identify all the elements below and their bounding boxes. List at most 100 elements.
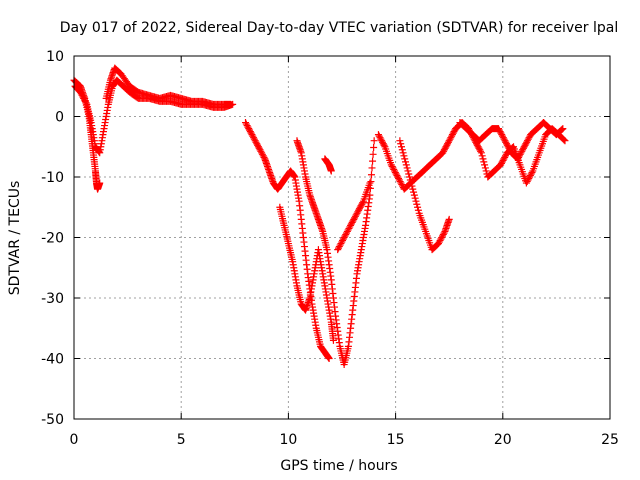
data-point bbox=[526, 171, 534, 179]
data-point bbox=[440, 147, 448, 155]
data-point bbox=[351, 212, 359, 220]
data-point bbox=[242, 120, 250, 128]
data-point bbox=[350, 215, 358, 223]
data-point bbox=[359, 199, 367, 207]
data-point bbox=[396, 137, 404, 145]
data-point bbox=[481, 164, 489, 172]
series-arc-B bbox=[71, 76, 237, 157]
data-point bbox=[526, 173, 534, 181]
data-point bbox=[355, 205, 363, 213]
data-point bbox=[527, 170, 535, 178]
data-point bbox=[519, 144, 527, 152]
data-point bbox=[368, 164, 376, 172]
data-point bbox=[391, 167, 399, 175]
series-arc-J bbox=[396, 137, 453, 254]
data-point bbox=[477, 147, 485, 155]
data-point bbox=[358, 200, 366, 208]
series-arc-H bbox=[321, 155, 335, 175]
data-point bbox=[514, 155, 522, 163]
data-point bbox=[399, 149, 407, 157]
data-point bbox=[477, 149, 485, 157]
data-point bbox=[340, 234, 348, 241]
tick-marks bbox=[73, 55, 611, 420]
data-point bbox=[495, 125, 503, 133]
data-point bbox=[251, 137, 259, 145]
data-point bbox=[397, 179, 405, 187]
data-point bbox=[505, 144, 513, 152]
data-point bbox=[522, 179, 530, 187]
data-point bbox=[397, 143, 405, 151]
data-point bbox=[503, 141, 511, 149]
data-point bbox=[497, 159, 505, 167]
data-point bbox=[436, 237, 444, 245]
data-point bbox=[242, 119, 250, 127]
data-point bbox=[522, 140, 530, 148]
data-point bbox=[334, 246, 342, 254]
data-point bbox=[254, 143, 262, 151]
data-point bbox=[80, 96, 88, 104]
data-point bbox=[353, 209, 361, 217]
data-point bbox=[352, 211, 360, 219]
data-point bbox=[434, 240, 442, 248]
data-point bbox=[560, 136, 568, 144]
x-tick-label: 10 bbox=[279, 432, 297, 448]
data-point bbox=[259, 152, 267, 160]
data-point bbox=[444, 138, 452, 146]
x-tick-label: 20 bbox=[494, 432, 512, 448]
data-point bbox=[400, 152, 408, 160]
data-point bbox=[504, 143, 512, 151]
data-point bbox=[389, 164, 397, 172]
data-point bbox=[250, 134, 258, 142]
data-point bbox=[78, 91, 86, 99]
data-point bbox=[506, 146, 514, 154]
data-point bbox=[404, 167, 412, 175]
data-point bbox=[376, 134, 384, 142]
data-point bbox=[444, 140, 452, 148]
data-point bbox=[498, 158, 506, 166]
data-point bbox=[502, 138, 510, 146]
y-axis-label: SDTVAR / TECUs bbox=[7, 181, 23, 296]
data-point bbox=[357, 202, 365, 210]
data-point bbox=[501, 153, 509, 161]
data-point bbox=[515, 152, 523, 160]
data-point bbox=[524, 176, 532, 184]
data-point bbox=[412, 197, 420, 205]
data-point bbox=[369, 150, 377, 158]
data-point bbox=[480, 158, 488, 166]
data-point bbox=[561, 137, 569, 145]
data-point bbox=[408, 182, 416, 190]
data-point bbox=[519, 146, 527, 154]
data-point bbox=[343, 227, 351, 235]
data-point bbox=[393, 171, 401, 179]
series-arc-E bbox=[276, 203, 337, 344]
data-point bbox=[440, 146, 448, 154]
data-point bbox=[499, 156, 507, 164]
data-point bbox=[481, 161, 489, 169]
data-point bbox=[79, 93, 87, 101]
data-point bbox=[475, 144, 483, 152]
data-point bbox=[244, 123, 252, 131]
data-point bbox=[521, 141, 529, 149]
data-point bbox=[498, 131, 506, 139]
data-point bbox=[410, 188, 418, 196]
data-point bbox=[557, 126, 565, 134]
data-point bbox=[339, 235, 347, 243]
data-point bbox=[258, 149, 266, 157]
y-tick-labels: -50 -40 -30 -20 -10 0 10 bbox=[41, 49, 64, 428]
data-point bbox=[347, 221, 355, 229]
data-point bbox=[525, 134, 533, 142]
data-point bbox=[366, 191, 374, 199]
data-point bbox=[248, 131, 256, 139]
x-tick-labels: 0 5 10 15 20 25 bbox=[70, 432, 619, 448]
data-point bbox=[388, 162, 396, 170]
data-point bbox=[378, 137, 386, 145]
data-point bbox=[445, 137, 453, 145]
y-tick-label: -20 bbox=[41, 231, 64, 247]
data-point bbox=[520, 143, 528, 151]
data-point bbox=[495, 126, 503, 134]
data-point bbox=[523, 137, 531, 145]
data-point bbox=[81, 97, 89, 105]
data-point bbox=[343, 229, 351, 237]
data-points bbox=[70, 64, 569, 369]
data-point bbox=[396, 178, 404, 186]
